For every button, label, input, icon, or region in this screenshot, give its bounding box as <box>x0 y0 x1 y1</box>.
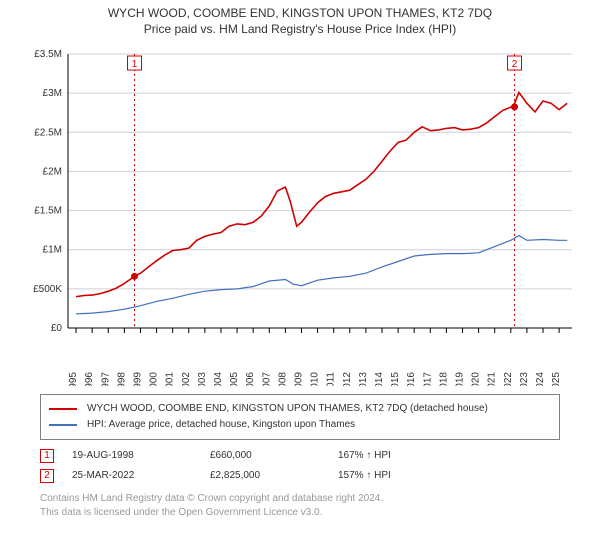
svg-text:2016: 2016 <box>406 372 417 386</box>
legend-swatch <box>49 424 77 426</box>
svg-text:£2M: £2M <box>43 166 62 177</box>
svg-text:2020: 2020 <box>471 372 482 386</box>
marker-note-row: 1 19-AUG-1998 £660,000 167% ↑ HPI <box>40 446 560 466</box>
copyright-line: Contains HM Land Registry data © Crown c… <box>40 492 560 506</box>
svg-text:2024: 2024 <box>535 372 546 386</box>
svg-text:2018: 2018 <box>438 372 449 386</box>
svg-text:2021: 2021 <box>487 372 498 386</box>
svg-text:1998: 1998 <box>116 372 127 386</box>
svg-text:1996: 1996 <box>84 372 95 386</box>
svg-text:2013: 2013 <box>358 372 369 386</box>
figure-container: { "titles": { "main": "WYCH WOOD, COOMBE… <box>0 0 600 520</box>
marker-price: £660,000 <box>210 446 320 466</box>
svg-text:2022: 2022 <box>503 372 514 386</box>
copyright-line: This data is licensed under the Open Gov… <box>40 506 560 520</box>
legend-item: HPI: Average price, detached house, King… <box>49 417 551 433</box>
marker-badge: 1 <box>40 449 54 463</box>
svg-text:£0: £0 <box>51 323 63 334</box>
svg-text:1999: 1999 <box>132 372 143 386</box>
svg-text:1997: 1997 <box>100 372 111 386</box>
marker-date: 25-MAR-2022 <box>72 466 192 486</box>
legend: WYCH WOOD, COOMBE END, KINGSTON UPON THA… <box>40 394 560 440</box>
marker-badge: 2 <box>40 469 54 483</box>
svg-text:2002: 2002 <box>181 372 192 386</box>
marker-hpi: 157% ↑ HPI <box>338 466 448 486</box>
marker-note-row: 2 25-MAR-2022 £2,825,000 157% ↑ HPI <box>40 466 560 486</box>
marker-price: £2,825,000 <box>210 466 320 486</box>
svg-text:2007: 2007 <box>261 372 272 386</box>
svg-text:£3M: £3M <box>43 88 62 99</box>
svg-text:2009: 2009 <box>293 372 304 386</box>
svg-text:£2.5M: £2.5M <box>34 127 62 138</box>
svg-text:£1.5M: £1.5M <box>34 206 62 217</box>
legend-label: HPI: Average price, detached house, King… <box>87 417 355 433</box>
svg-text:2012: 2012 <box>342 372 353 386</box>
chart-title-sub: Price paid vs. HM Land Registry's House … <box>0 22 600 36</box>
svg-text:2: 2 <box>512 59 518 70</box>
svg-text:2014: 2014 <box>374 372 385 386</box>
svg-text:2003: 2003 <box>197 372 208 386</box>
svg-text:2010: 2010 <box>310 372 321 386</box>
svg-text:2011: 2011 <box>326 372 337 386</box>
svg-text:£1M: £1M <box>43 245 62 256</box>
chart-title-main: WYCH WOOD, COOMBE END, KINGSTON UPON THA… <box>0 6 600 20</box>
legend-label: WYCH WOOD, COOMBE END, KINGSTON UPON THA… <box>87 401 488 417</box>
svg-text:2001: 2001 <box>165 372 176 386</box>
svg-text:1: 1 <box>132 59 138 70</box>
legend-swatch <box>49 408 77 410</box>
svg-text:2015: 2015 <box>390 372 401 386</box>
chart-area: £0 £500K £1M £1.5M £2M £2.5M £3M £3.5M 1995 1996 1… <box>20 46 580 386</box>
marker-notes: 1 19-AUG-1998 £660,000 167% ↑ HPI 2 25-M… <box>40 446 560 486</box>
copyright: Contains HM Land Registry data © Crown c… <box>40 492 560 520</box>
svg-text:1995: 1995 <box>68 372 79 386</box>
svg-text:2004: 2004 <box>213 372 224 386</box>
svg-text:2019: 2019 <box>455 372 466 386</box>
legend-item: WYCH WOOD, COOMBE END, KINGSTON UPON THA… <box>49 401 551 417</box>
svg-text:2005: 2005 <box>229 372 240 386</box>
svg-text:2017: 2017 <box>422 372 433 386</box>
chart-titles: WYCH WOOD, COOMBE END, KINGSTON UPON THA… <box>0 0 600 36</box>
svg-text:2006: 2006 <box>245 372 256 386</box>
svg-text:2000: 2000 <box>149 372 160 386</box>
svg-text:2008: 2008 <box>277 372 288 386</box>
svg-text:2025: 2025 <box>551 372 562 386</box>
marker-date: 19-AUG-1998 <box>72 446 192 466</box>
svg-text:£3.5M: £3.5M <box>34 49 62 60</box>
svg-text:£500K: £500K <box>33 284 62 295</box>
chart-svg: £0 £500K £1M £1.5M £2M £2.5M £3M £3.5M 1995 1996 1… <box>20 46 580 386</box>
marker-hpi: 167% ↑ HPI <box>338 446 448 466</box>
svg-text:2023: 2023 <box>519 372 530 386</box>
